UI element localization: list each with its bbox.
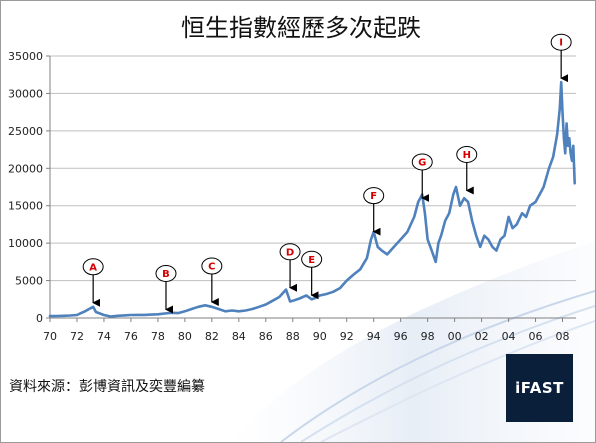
- annotation-marker: [279, 243, 301, 261]
- x-tick-label: 72: [70, 330, 84, 343]
- annotation-i: I: [550, 33, 572, 83]
- annotation-marker: [82, 258, 104, 276]
- annotation-marker: [301, 250, 323, 268]
- chart-title: 恒生指數經歷多次起跌: [181, 14, 421, 42]
- source-note: 資料來源：彭博資訊及奕豐編纂: [9, 379, 205, 395]
- y-tick-label: 10000: [8, 237, 43, 250]
- annotation-label: C: [208, 262, 215, 273]
- x-tick-label: 70: [43, 330, 57, 343]
- annotation-g: G: [411, 153, 433, 202]
- y-tick-label: 20000: [8, 162, 43, 175]
- annotation-marker: [201, 257, 223, 275]
- annotation-d: D: [279, 243, 301, 292]
- annotation-label: G: [418, 157, 426, 168]
- annotation-b: B: [155, 265, 177, 314]
- x-tick-label: 02: [475, 330, 489, 343]
- x-tick-label: 78: [151, 330, 165, 343]
- annotation-marker: [411, 153, 433, 171]
- annotation-label: B: [162, 269, 170, 280]
- annotation-label: A: [89, 262, 97, 273]
- annotation-e: E: [301, 250, 323, 300]
- y-tick-labels: 0 5000 10000 15000 20000 25000 30000 35000: [8, 50, 43, 325]
- annotation-label: I: [559, 38, 563, 49]
- annotation-marker: [456, 145, 478, 163]
- y-tick-label: 0: [36, 312, 43, 325]
- annotation-marker: [363, 187, 385, 205]
- ifast-logo: iFAST: [506, 354, 573, 422]
- background-swoosh: [231, 241, 595, 442]
- annotation-label: F: [370, 191, 377, 202]
- annotation-label: H: [463, 150, 471, 161]
- series-line-hsi: [48, 80, 577, 318]
- x-tick-label: 84: [232, 330, 246, 343]
- x-tick-label: 86: [259, 330, 273, 343]
- x-tick-label: 04: [502, 330, 516, 343]
- annotations: A B C D E F G H I: [82, 33, 572, 314]
- x-tick-label: 88: [286, 330, 300, 343]
- y-tick-label: 15000: [8, 200, 43, 213]
- y-tick-label: 35000: [8, 50, 43, 63]
- x-tick-label: 98: [421, 330, 435, 343]
- y-tick-label: 5000: [15, 275, 43, 288]
- x-tick-label: 08: [556, 330, 570, 343]
- x-tick-label: 80: [178, 330, 192, 343]
- annotation-f: F: [363, 187, 385, 236]
- annotation-marker: [550, 33, 572, 51]
- x-tick-labels: 70 72 74 76 78 80 82 84 86 88 90 92 94 96 98 00 02 04 06 08: [43, 330, 570, 343]
- annotation-label: E: [308, 255, 315, 266]
- annotation-c: C: [201, 257, 223, 307]
- axes: [46, 55, 576, 322]
- annotation-h: H: [456, 145, 478, 195]
- annotation-label: D: [286, 247, 294, 258]
- y-tick-label: 30000: [8, 87, 43, 100]
- x-tick-label: 06: [529, 330, 543, 343]
- gridlines: [50, 55, 576, 282]
- x-tick-label: 92: [340, 330, 354, 343]
- annotation-marker: [155, 265, 177, 283]
- x-tick-label: 94: [367, 330, 381, 343]
- x-tick-label: 90: [313, 330, 327, 343]
- x-tick-label: 96: [394, 330, 408, 343]
- x-tick-label: 74: [97, 330, 111, 343]
- annotation-a: A: [82, 258, 104, 307]
- x-tick-label: 76: [124, 330, 138, 343]
- y-tick-label: 25000: [8, 125, 43, 138]
- x-tick-label: 82: [205, 330, 219, 343]
- x-tick-label: 00: [448, 330, 462, 343]
- series-group: [48, 80, 577, 318]
